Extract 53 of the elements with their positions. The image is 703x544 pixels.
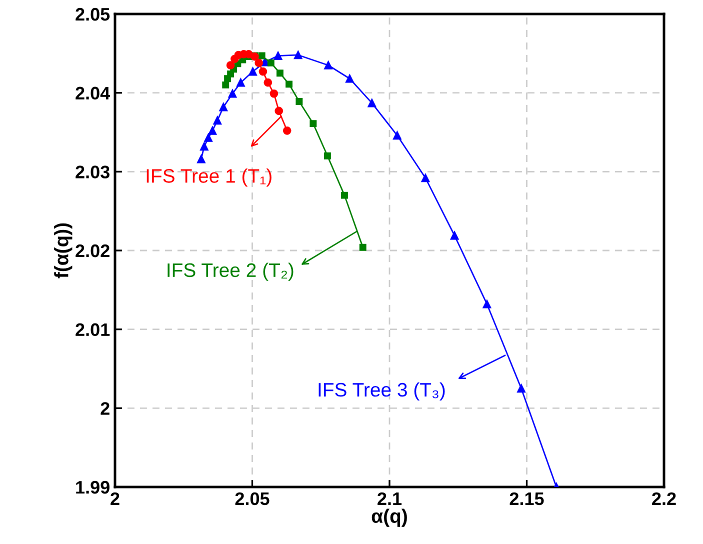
x-tick-label: 2.05	[235, 492, 270, 506]
annotation: IFS Tree 1 (T₁)	[146, 168, 272, 187]
x-tick-label: 2.15	[510, 492, 544, 506]
x-axis-title: α(q)	[372, 508, 407, 527]
y-tick-label: 2.05	[76, 8, 110, 21]
point	[274, 106, 284, 116]
point	[200, 142, 208, 151]
annotation: IFS Tree 2 (T₂)	[168, 262, 294, 281]
point	[346, 74, 354, 83]
point	[219, 102, 228, 112]
point	[236, 78, 245, 87]
y-axis-title: f(α(q))	[54, 223, 72, 278]
point	[393, 131, 402, 140]
y-tick-label: 1.99	[76, 480, 110, 494]
point	[226, 61, 235, 70]
point	[264, 78, 272, 87]
point	[341, 192, 348, 199]
point	[270, 89, 278, 98]
point	[254, 58, 264, 68]
point	[228, 89, 237, 98]
point	[368, 98, 376, 108]
y-tick-label: 2.04	[76, 86, 110, 100]
point	[286, 80, 293, 88]
x-tick-label: 2.2	[652, 492, 676, 505]
point	[450, 231, 459, 240]
point	[482, 300, 492, 308]
point	[197, 154, 206, 164]
annotation: IFS Tree 3 (T₃)	[318, 382, 445, 401]
point	[274, 52, 282, 60]
x-tick-label: 2.1	[378, 492, 402, 505]
x-tick-label: 2	[110, 492, 120, 505]
point	[517, 384, 526, 393]
point	[324, 61, 332, 70]
y-tick-label: 2.02	[76, 244, 110, 258]
y-tick-label: 2.03	[76, 166, 110, 178]
point	[359, 244, 366, 251]
point	[204, 134, 212, 142]
point	[267, 59, 274, 66]
point	[324, 152, 331, 160]
point	[282, 126, 292, 135]
point	[222, 81, 230, 88]
point	[310, 120, 317, 128]
point	[421, 174, 430, 182]
point	[258, 67, 268, 76]
y-tick-label: 2.01	[76, 323, 110, 336]
y-tick-label: 2	[100, 402, 110, 415]
point	[294, 50, 302, 60]
point	[276, 70, 284, 77]
point	[208, 126, 217, 135]
point	[248, 67, 257, 76]
point	[258, 52, 266, 60]
point	[213, 116, 222, 125]
point	[296, 98, 303, 105]
